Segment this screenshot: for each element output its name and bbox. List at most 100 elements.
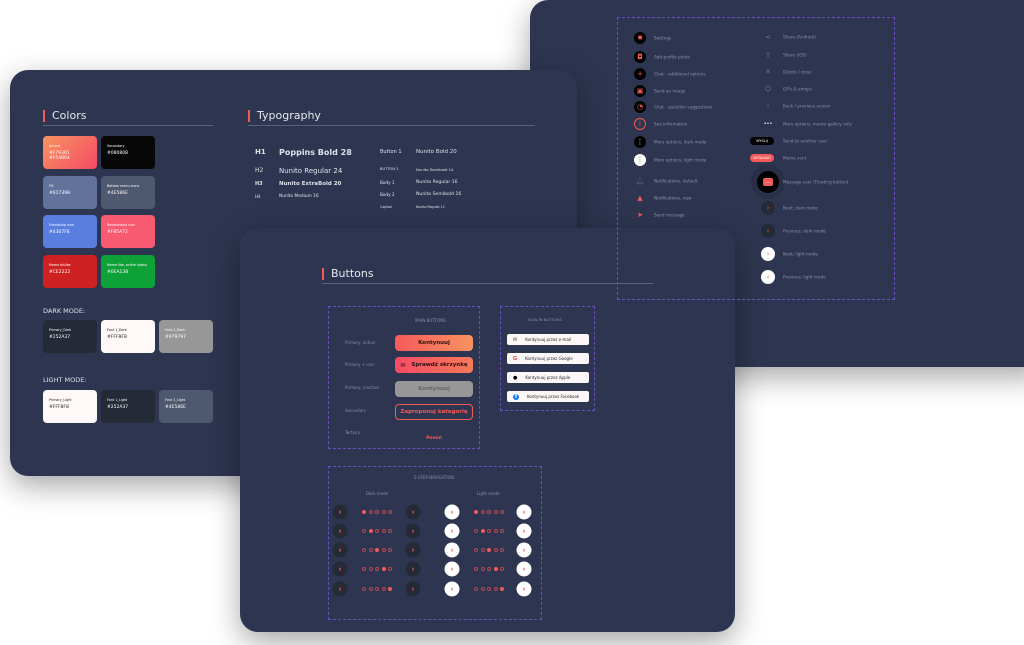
- swatch-name: Font 2_Light: [165, 398, 186, 402]
- icon-label: More options, meme gallery only: [783, 121, 852, 127]
- icon-label: Meme sent: [783, 155, 807, 161]
- swatch-hex: #4E586E: [165, 405, 186, 410]
- button-primary-icon[interactable]: ✉ Sprawdź skrzynkę: [395, 357, 473, 373]
- icons-frame: [617, 17, 895, 300]
- step-dot-active: [368, 529, 373, 533]
- step-dot: [368, 548, 373, 552]
- prev-dark-button[interactable]: ‹: [332, 581, 348, 597]
- prev-light-button[interactable]: ‹: [444, 504, 460, 520]
- icon-label: Message user (Floating button): [783, 179, 849, 185]
- next-dark-button[interactable]: ›: [405, 581, 421, 597]
- next-light-button[interactable]: ›: [516, 581, 532, 597]
- step-dot: [493, 548, 498, 552]
- button-primary-inactive[interactable]: Kontynuuj: [395, 381, 473, 397]
- prev-dark-button[interactable]: ‹: [332, 561, 348, 577]
- button-primary-active[interactable]: Kontynuuj: [395, 335, 473, 351]
- next-light-button[interactable]: ›: [516, 542, 532, 558]
- next-dark-button[interactable]: ›: [405, 542, 421, 558]
- step-dot: [381, 510, 386, 514]
- icon-label: Chat - additional options: [654, 71, 706, 77]
- step-dot: [381, 529, 386, 533]
- color-swatch: Secondary #080808: [101, 136, 155, 169]
- step-dot: [487, 567, 491, 571]
- signin-button[interactable]: ✉ Kontynuuj przez e-mail: [507, 334, 589, 345]
- signin-button[interactable]: G Kontynuuj przez Google: [507, 353, 589, 364]
- icon-label: Settings: [654, 35, 672, 41]
- type-spec: Nunito Regular 16: [416, 180, 458, 185]
- color-swatch: Meme like, active status #0EA138: [101, 255, 155, 288]
- step-dot: [480, 567, 485, 571]
- step-indicator: [474, 548, 504, 552]
- button-secondary[interactable]: Zaproponuj kategorię: [395, 404, 473, 420]
- next-dark-button[interactable]: ›: [405, 561, 421, 577]
- type-spec: Nunito Regular 24: [279, 166, 343, 175]
- step-dot: [388, 510, 392, 514]
- next-dark-button[interactable]: ›: [405, 504, 421, 520]
- icon-label: Back / previous screen: [783, 103, 831, 109]
- step-dot-active: [388, 587, 392, 591]
- type-tag: Button 1: [380, 149, 402, 155]
- swatch-name: Secondary: [107, 144, 125, 148]
- next-dark-button[interactable]: ›: [405, 523, 421, 539]
- step-dot: [500, 510, 504, 514]
- next-light-button[interactable]: ›: [516, 504, 532, 520]
- type-spec: Nunito ExtraBold 20: [279, 181, 342, 188]
- prev-dark-button[interactable]: ‹: [332, 542, 348, 558]
- type-spec: Nunito Semibold 14: [416, 167, 454, 172]
- button-text: Sprawdź skrzynkę: [411, 362, 468, 368]
- next-light-button[interactable]: ›: [516, 561, 532, 577]
- prev-dark-button[interactable]: ‹: [332, 504, 348, 520]
- share-android-icon: ⋖: [765, 33, 771, 41]
- type-tag: H3: [255, 181, 263, 188]
- signin-button[interactable]: f Kontynuuj przez Facebook: [507, 391, 589, 402]
- light-mode-label: Light mode: [477, 491, 500, 496]
- prev-light-button[interactable]: ‹: [444, 561, 460, 577]
- icon-label: GIFs & emojis: [783, 86, 812, 92]
- step-dot: [474, 587, 478, 591]
- step-indicator: [362, 567, 392, 571]
- plus-icon: +: [634, 68, 646, 80]
- swatch-name: Meme like, active status: [107, 263, 148, 267]
- apple-icon: ●: [513, 374, 518, 381]
- swatch-name: Friendship icon: [49, 223, 74, 227]
- next-light-button[interactable]: ›: [516, 523, 532, 539]
- swatch-hex: #61739B: [49, 191, 71, 196]
- divider: [43, 125, 213, 126]
- prev-dark-button[interactable]: ‹: [332, 523, 348, 539]
- step-dot: [487, 510, 491, 514]
- type-spec: Nunito Medium 16: [279, 193, 319, 199]
- prev-light-icon: ‹: [761, 270, 775, 284]
- share-ios-icon: ⇪: [765, 51, 771, 59]
- image-icon: ▣: [634, 85, 646, 97]
- swatch-hex: #4E586E: [107, 191, 128, 196]
- wyslij-chip[interactable]: WYŚLIJ: [750, 137, 774, 145]
- navigation-frame: [328, 466, 542, 620]
- button-variant-label: Tertiary: [345, 430, 361, 435]
- step-dot: [500, 567, 504, 571]
- navigation-title: 5-STEP NAVIGATION: [414, 475, 454, 480]
- more-light-icon: ⋮: [634, 154, 646, 166]
- button-tertiary[interactable]: Pomiń: [395, 430, 473, 446]
- swatch-name: Accent: [49, 144, 61, 148]
- step-dot: [388, 529, 392, 533]
- step-indicator: [474, 567, 504, 571]
- prev-light-button[interactable]: ‹: [444, 542, 460, 558]
- type-tag: Caption: [380, 205, 393, 209]
- step-dot: [388, 567, 392, 571]
- type-tag: H4: [255, 193, 261, 199]
- message-fab-icon: …: [757, 171, 779, 193]
- prev-light-button[interactable]: ‹: [444, 581, 460, 597]
- button-variant-label: Secondary: [345, 408, 367, 413]
- wyslano-chip[interactable]: WYSŁANO: [750, 154, 774, 162]
- signin-button[interactable]: ● Kontynuuj przez Apple: [507, 372, 589, 383]
- color-swatch: Relationship icon #F85A72: [101, 215, 155, 248]
- icon-label: More options, light mode: [654, 157, 707, 163]
- prev-light-button[interactable]: ‹: [444, 523, 460, 539]
- bell-new-icon: ▲: [637, 194, 643, 202]
- step-dot: [368, 567, 373, 571]
- step-dot-active: [493, 567, 498, 571]
- icon-label: Send to another user: [783, 138, 828, 144]
- swatch-hex: #252A37: [107, 405, 129, 410]
- gear-icon: ✹: [634, 32, 646, 44]
- step-dot: [362, 529, 366, 533]
